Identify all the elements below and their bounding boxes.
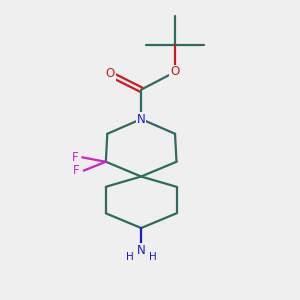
Text: H: H	[125, 253, 133, 262]
Text: F: F	[73, 164, 80, 177]
Text: O: O	[170, 65, 180, 79]
Text: N: N	[137, 244, 146, 256]
Text: O: O	[106, 67, 115, 80]
Text: H: H	[149, 253, 157, 262]
Text: F: F	[72, 151, 78, 164]
Text: N: N	[137, 112, 146, 126]
